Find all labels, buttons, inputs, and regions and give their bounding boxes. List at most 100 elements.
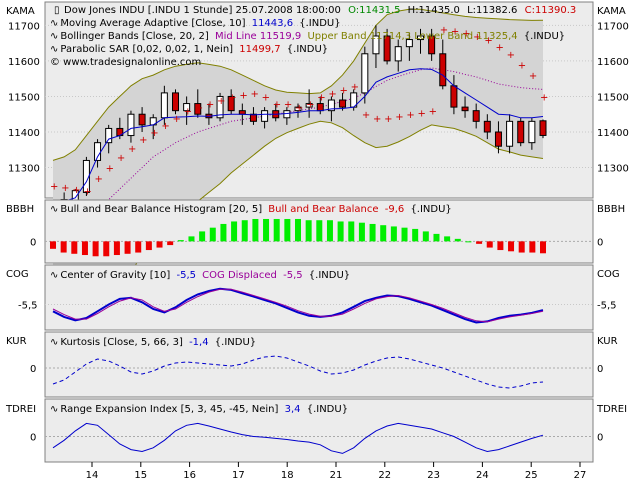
candle	[439, 39, 447, 90]
bbbh-bar	[476, 241, 483, 244]
bbbh-bar	[337, 221, 344, 242]
bbbh-bar	[113, 241, 120, 256]
candle	[183, 96, 191, 125]
candle-body	[372, 35, 380, 55]
candle-body	[483, 120, 491, 133]
price-tick-label-right: 11400	[597, 128, 629, 139]
bbbh-bar	[508, 241, 515, 252]
x-tick-label: 16	[183, 470, 196, 480]
candle	[528, 117, 536, 150]
candle-body	[528, 120, 536, 144]
sar-mark: +	[117, 153, 125, 164]
panel-cog: -5,5 -5,5 COG COG ∿ Center of Gravity [10]…	[6, 264, 620, 331]
bbbh-bar	[540, 241, 546, 254]
bbbh-bar	[401, 227, 408, 242]
bbbh-legend: ∿ Bull and Bear Balance Histogram [20, 5]…	[50, 204, 452, 215]
candle-body	[82, 159, 90, 193]
sar-mark: +	[317, 92, 325, 103]
rei-axis-label-left: TDREI	[5, 404, 36, 415]
bbbh-bar	[422, 231, 429, 242]
candle	[339, 92, 347, 111]
x-tick-label: 21	[330, 470, 343, 480]
candle-body	[417, 35, 424, 41]
sar-mark: +	[95, 174, 103, 185]
bbbh-bar	[71, 241, 78, 254]
sar-mark: +	[83, 187, 91, 198]
bbbh-bar	[358, 222, 365, 242]
bbbh-bar	[284, 218, 291, 242]
bbbh-bar	[199, 231, 206, 242]
bbbh-bar	[60, 241, 67, 253]
candle-body	[361, 53, 369, 94]
candle-body	[138, 113, 146, 126]
price-tick-label-right: 11600	[597, 57, 629, 68]
bbbh-bar	[348, 221, 355, 242]
candle	[249, 107, 257, 125]
candle	[216, 92, 224, 122]
sar-mark: +	[529, 71, 537, 82]
price-legend: ▯ Dow Jones INDU [.INDU 1 Stunde] 25.07.…	[50, 5, 576, 68]
sar-mark: +	[418, 108, 426, 119]
sar-mark: +	[518, 60, 526, 71]
candle	[82, 156, 90, 196]
bbbh-bar	[135, 241, 142, 253]
svg-text:Dow Jones INDU [.INDU 1 Stund: Dow Jones INDU [.INDU 1 Stunde] 25.07.20…	[64, 5, 576, 16]
candle	[461, 96, 469, 118]
x-tick-label: 22	[378, 470, 391, 480]
candle-body	[517, 120, 525, 144]
bbbh-bar	[295, 218, 301, 242]
candle-body	[238, 110, 246, 115]
candle	[539, 119, 547, 139]
bbbh-bar	[433, 233, 440, 242]
bbbh-bar	[209, 227, 216, 242]
sar-mark: +	[328, 89, 336, 100]
ohlc-high: H:11435.0	[408, 5, 460, 16]
price-axis-label-left: KAMA	[6, 6, 35, 17]
x-tick-label: 24	[476, 470, 489, 480]
candle	[127, 110, 135, 143]
sar-mark: +	[295, 103, 303, 114]
bbbh-bar	[50, 241, 56, 249]
candle	[494, 121, 502, 154]
sar-mark: +	[184, 107, 192, 118]
candle-body	[472, 110, 480, 122]
bbbh-axis-label-right: BBBH	[597, 204, 625, 215]
x-tick-label: 17	[232, 470, 245, 480]
candle-body	[294, 106, 302, 112]
sar-mark: +	[495, 43, 503, 54]
candle-body	[105, 127, 113, 144]
bbbh-bar	[156, 241, 163, 248]
cog-tick-label-left: -5,5	[18, 301, 38, 312]
bbbh-bar	[263, 218, 270, 242]
bbbh-bar	[220, 223, 227, 242]
parabolic-sar-marks: + + + ++++++++++ + + + + + + ++ + + ++ + + ++ + + + + + ++ + + + +…	[50, 25, 548, 198]
price-title: Dow Jones INDU [.INDU 1 Stunde] 25.07.20…	[64, 5, 341, 16]
ohlc-close: C:11390.3	[525, 5, 577, 16]
bbbh-bar	[529, 241, 536, 253]
bbbh-bar	[486, 241, 493, 248]
sar-mark: +	[72, 185, 80, 196]
candle	[361, 46, 369, 104]
price-tick-label-right: 11700	[597, 21, 629, 32]
x-tick-label: 23	[427, 470, 440, 480]
candle-body	[428, 35, 436, 55]
candle-body	[261, 110, 269, 122]
bbbh-bar	[273, 218, 280, 242]
candle	[394, 39, 402, 72]
candle	[294, 103, 302, 118]
cog-line	[52, 287, 544, 324]
bbbh-bar	[124, 241, 131, 254]
candle-body	[539, 120, 547, 136]
copyright-text: © www.tradesignalonline.com	[50, 57, 201, 68]
kama-legend: ∿ Moving Average Adaptive [Close, 10] 114…	[50, 18, 341, 29]
bbbh-bar	[316, 220, 323, 242]
bbbh-bar	[167, 241, 174, 246]
candle	[227, 89, 235, 115]
candle-icon: ▯	[54, 5, 60, 16]
sar-mark: +	[351, 82, 359, 93]
price-tick-label-left: 11600	[8, 57, 40, 68]
